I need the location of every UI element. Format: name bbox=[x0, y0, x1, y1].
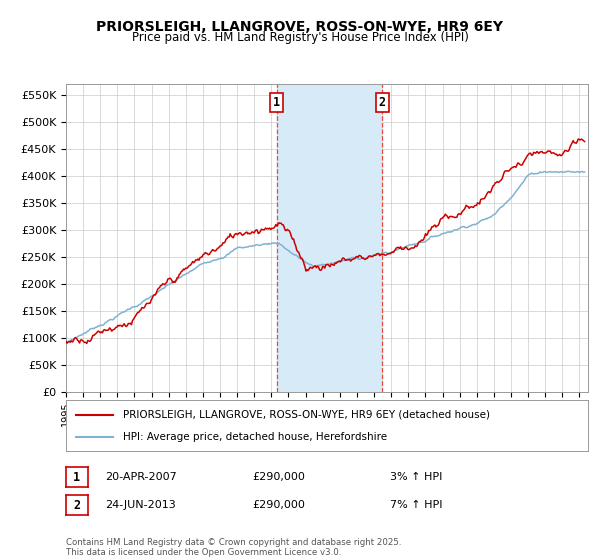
Text: HPI: Average price, detached house, Herefordshire: HPI: Average price, detached house, Here… bbox=[124, 432, 388, 442]
Text: £290,000: £290,000 bbox=[252, 472, 305, 482]
Text: Price paid vs. HM Land Registry's House Price Index (HPI): Price paid vs. HM Land Registry's House … bbox=[131, 31, 469, 44]
Text: PRIORSLEIGH, LLANGROVE, ROSS-ON-WYE, HR9 6EY (detached house): PRIORSLEIGH, LLANGROVE, ROSS-ON-WYE, HR9… bbox=[124, 409, 490, 419]
Text: £290,000: £290,000 bbox=[252, 500, 305, 510]
Text: 3% ↑ HPI: 3% ↑ HPI bbox=[390, 472, 442, 482]
Text: Contains HM Land Registry data © Crown copyright and database right 2025.
This d: Contains HM Land Registry data © Crown c… bbox=[66, 538, 401, 557]
Text: 1: 1 bbox=[73, 470, 80, 484]
Text: 20-APR-2007: 20-APR-2007 bbox=[105, 472, 177, 482]
Text: 7% ↑ HPI: 7% ↑ HPI bbox=[390, 500, 443, 510]
Text: PRIORSLEIGH, LLANGROVE, ROSS-ON-WYE, HR9 6EY: PRIORSLEIGH, LLANGROVE, ROSS-ON-WYE, HR9… bbox=[97, 20, 503, 34]
Bar bbox=[277, 84, 382, 392]
Text: 1: 1 bbox=[273, 96, 280, 109]
Text: 2: 2 bbox=[73, 498, 80, 512]
Text: 24-JUN-2013: 24-JUN-2013 bbox=[105, 500, 176, 510]
Text: 2: 2 bbox=[379, 96, 386, 109]
